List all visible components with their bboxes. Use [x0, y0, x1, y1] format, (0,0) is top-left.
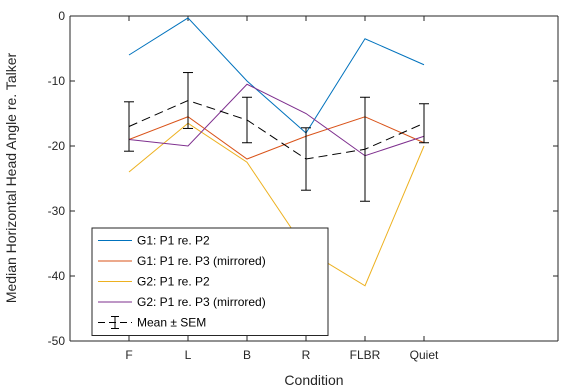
series-line-3 — [128, 122, 425, 287]
x-tick-label: FLBR — [350, 348, 381, 362]
legend-entry-label: G2: P1 re. P2 — [137, 275, 210, 289]
x-axis-label: Condition — [284, 372, 343, 388]
series-layer — [124, 17, 429, 287]
legend-box — [91, 227, 329, 336]
legend-entry-label: G1: P1 re. P2 — [137, 234, 210, 248]
series-line-2 — [128, 116, 425, 160]
x-tick-label: F — [125, 348, 132, 362]
x-tick-label: B — [243, 348, 251, 362]
y-tick-label: -40 — [48, 269, 66, 283]
legend: G1: P1 re. P2 G1: P1 re. P3 (mirrored) G2:… — [91, 227, 329, 336]
legend-entry-label: G1: P1 re. P3 (mirrored) — [137, 254, 266, 268]
y-tick-label: -10 — [48, 74, 66, 88]
series-line-1 — [128, 17, 425, 134]
y-axis-label: Median Horizontal Head Angle re. Talker — [3, 53, 19, 304]
legend-entry-label: Mean ± SEM — [137, 316, 206, 330]
y-tick-label: -50 — [48, 334, 66, 348]
series-line-5 — [128, 99, 425, 160]
series-line-4 — [128, 83, 425, 157]
y-tick-label: -30 — [48, 204, 66, 218]
legend-entry-label: G2: P1 re. P3 (mirrored) — [137, 295, 266, 309]
y-tick-label: 0 — [58, 9, 65, 23]
x-tick-label: Quiet — [410, 348, 439, 362]
axes: 0-10-20-30-40-50F L B R FLBR Quiet — [48, 9, 559, 362]
x-tick-label: L — [185, 348, 192, 362]
x-tick-label: R — [302, 348, 311, 362]
y-tick-label: -20 — [48, 139, 66, 153]
